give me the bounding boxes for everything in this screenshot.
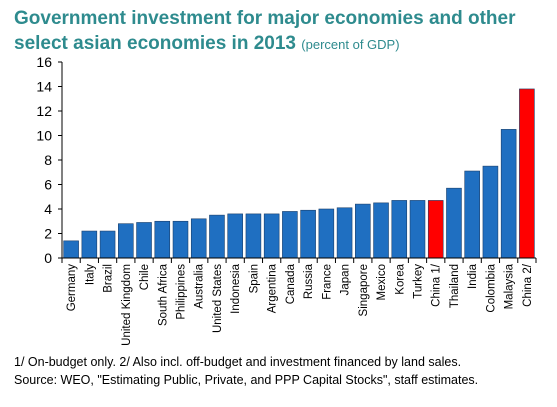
chart-subtitle: (percent of GDP): [301, 37, 400, 52]
x-tick-label: South Africa: [157, 263, 169, 326]
y-tick-label: 8: [44, 152, 52, 168]
x-tick-label: United Kingdom: [121, 264, 133, 346]
chart-title-text: Government investment for major economie…: [14, 8, 516, 54]
bar: [482, 165, 499, 259]
footnote-source: Source: WEO, "Estimating Public, Private…: [14, 373, 479, 387]
bar: [263, 213, 280, 259]
chart-title: Government investment for major economie…: [14, 6, 550, 57]
bar: [300, 209, 316, 259]
bar: [282, 211, 298, 259]
bar: [172, 220, 189, 259]
x-tick-label: United States: [212, 264, 224, 333]
x-tick-label: Germany: [66, 264, 78, 312]
x-tick-label: Japan: [340, 264, 352, 295]
x-tick-label: China 2/: [522, 263, 534, 307]
bar: [63, 240, 79, 259]
x-tick-label: India: [467, 263, 479, 289]
bar: [154, 220, 171, 259]
bar: [355, 203, 371, 259]
bar: [190, 218, 207, 259]
y-tick-label: 16: [36, 54, 52, 70]
x-tick-label: Australia: [194, 263, 206, 308]
x-tick-label: Thailand: [449, 264, 461, 308]
y-tick-label: 4: [44, 201, 52, 217]
bar: [446, 187, 462, 259]
x-tick-label: Indonesia: [230, 263, 242, 313]
y-tick-label: 6: [44, 177, 52, 193]
y-tick-label: 10: [36, 128, 52, 144]
bar: [519, 88, 535, 259]
x-tick-label: France: [321, 264, 333, 300]
bar: [318, 208, 335, 259]
x-tick-label: Spain: [248, 264, 260, 293]
x-tick-label: Canada: [285, 263, 297, 304]
x-tick-label: Colombia: [485, 263, 497, 312]
y-tick-label: 2: [44, 226, 52, 242]
bar: [336, 207, 353, 259]
x-tick-label: Singapore: [358, 264, 370, 316]
bar: [209, 214, 225, 259]
bar: [118, 223, 134, 259]
bar: [99, 230, 116, 259]
y-tick-label: 0: [44, 250, 52, 266]
bar: [136, 222, 152, 259]
x-tick-label: Turkey: [413, 264, 425, 299]
bar: [373, 202, 389, 259]
x-tick-label: Russia: [303, 263, 315, 299]
x-tick-label: Philippines: [176, 264, 188, 320]
bar: [227, 213, 243, 259]
x-tick-label: China 1/: [431, 263, 443, 307]
y-tick-label: 14: [36, 79, 52, 95]
x-tick-label: Chile: [139, 264, 151, 290]
bar: [409, 200, 426, 259]
bar: [391, 200, 408, 259]
bar: [500, 129, 517, 259]
footnote-1: 1/ On-budget only. 2/ Also incl. off-bud…: [14, 355, 462, 369]
bar: [464, 170, 480, 259]
x-tick-label: Argentina: [267, 263, 279, 313]
y-tick-label: 12: [36, 103, 52, 119]
x-tick-label: Italy: [84, 264, 96, 285]
x-tick-label: Malaysia: [504, 263, 516, 309]
x-tick-label: Korea: [394, 263, 406, 294]
x-tick-label: Mexico: [376, 264, 388, 300]
bar: [427, 200, 444, 259]
x-tick-label: Brazil: [103, 264, 115, 293]
bar: [81, 230, 98, 259]
bar: [245, 213, 262, 259]
